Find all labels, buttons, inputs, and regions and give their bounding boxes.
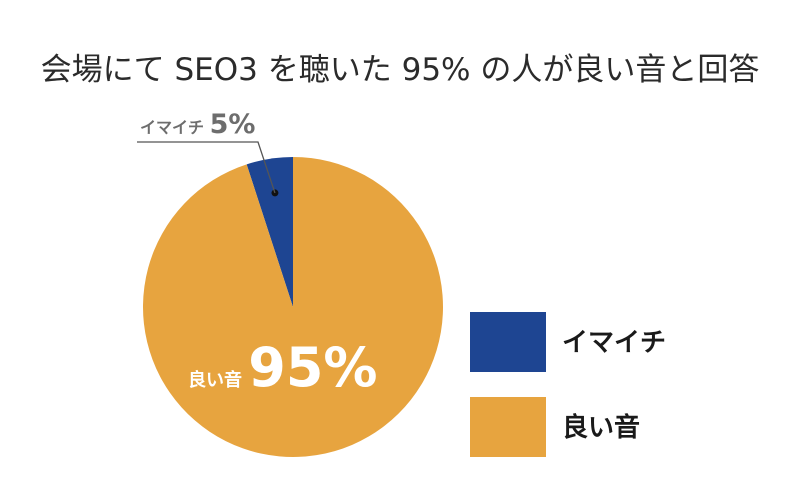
callout-leader-line [137, 141, 276, 194]
pie-slice-1 [246, 157, 293, 307]
slice-labels: イマイチ 5% 良い音 95% [137, 109, 378, 399]
legend-swatch-2 [470, 397, 546, 457]
slice-label-small-value: 5% [210, 109, 256, 140]
legend-swatch-1 [470, 312, 546, 372]
pie-slices [142, 157, 443, 457]
pie-slice-2 [142, 157, 443, 457]
legend-label-2: 良い音 [562, 412, 640, 443]
slice-label-large-name: 良い音 [188, 369, 248, 391]
slice-label-large: 良い音 95% [188, 336, 378, 399]
slice-label-small: イマイチ 5% [140, 109, 255, 140]
legend-label-1: イマイチ [562, 328, 666, 358]
slice-label-small-name: イマイチ [140, 118, 210, 137]
slice-label-large-value: 95% [248, 336, 377, 399]
chart-title: 会場にて SEO3 を聴いた 95% の人が良い音と回答 [41, 52, 760, 88]
